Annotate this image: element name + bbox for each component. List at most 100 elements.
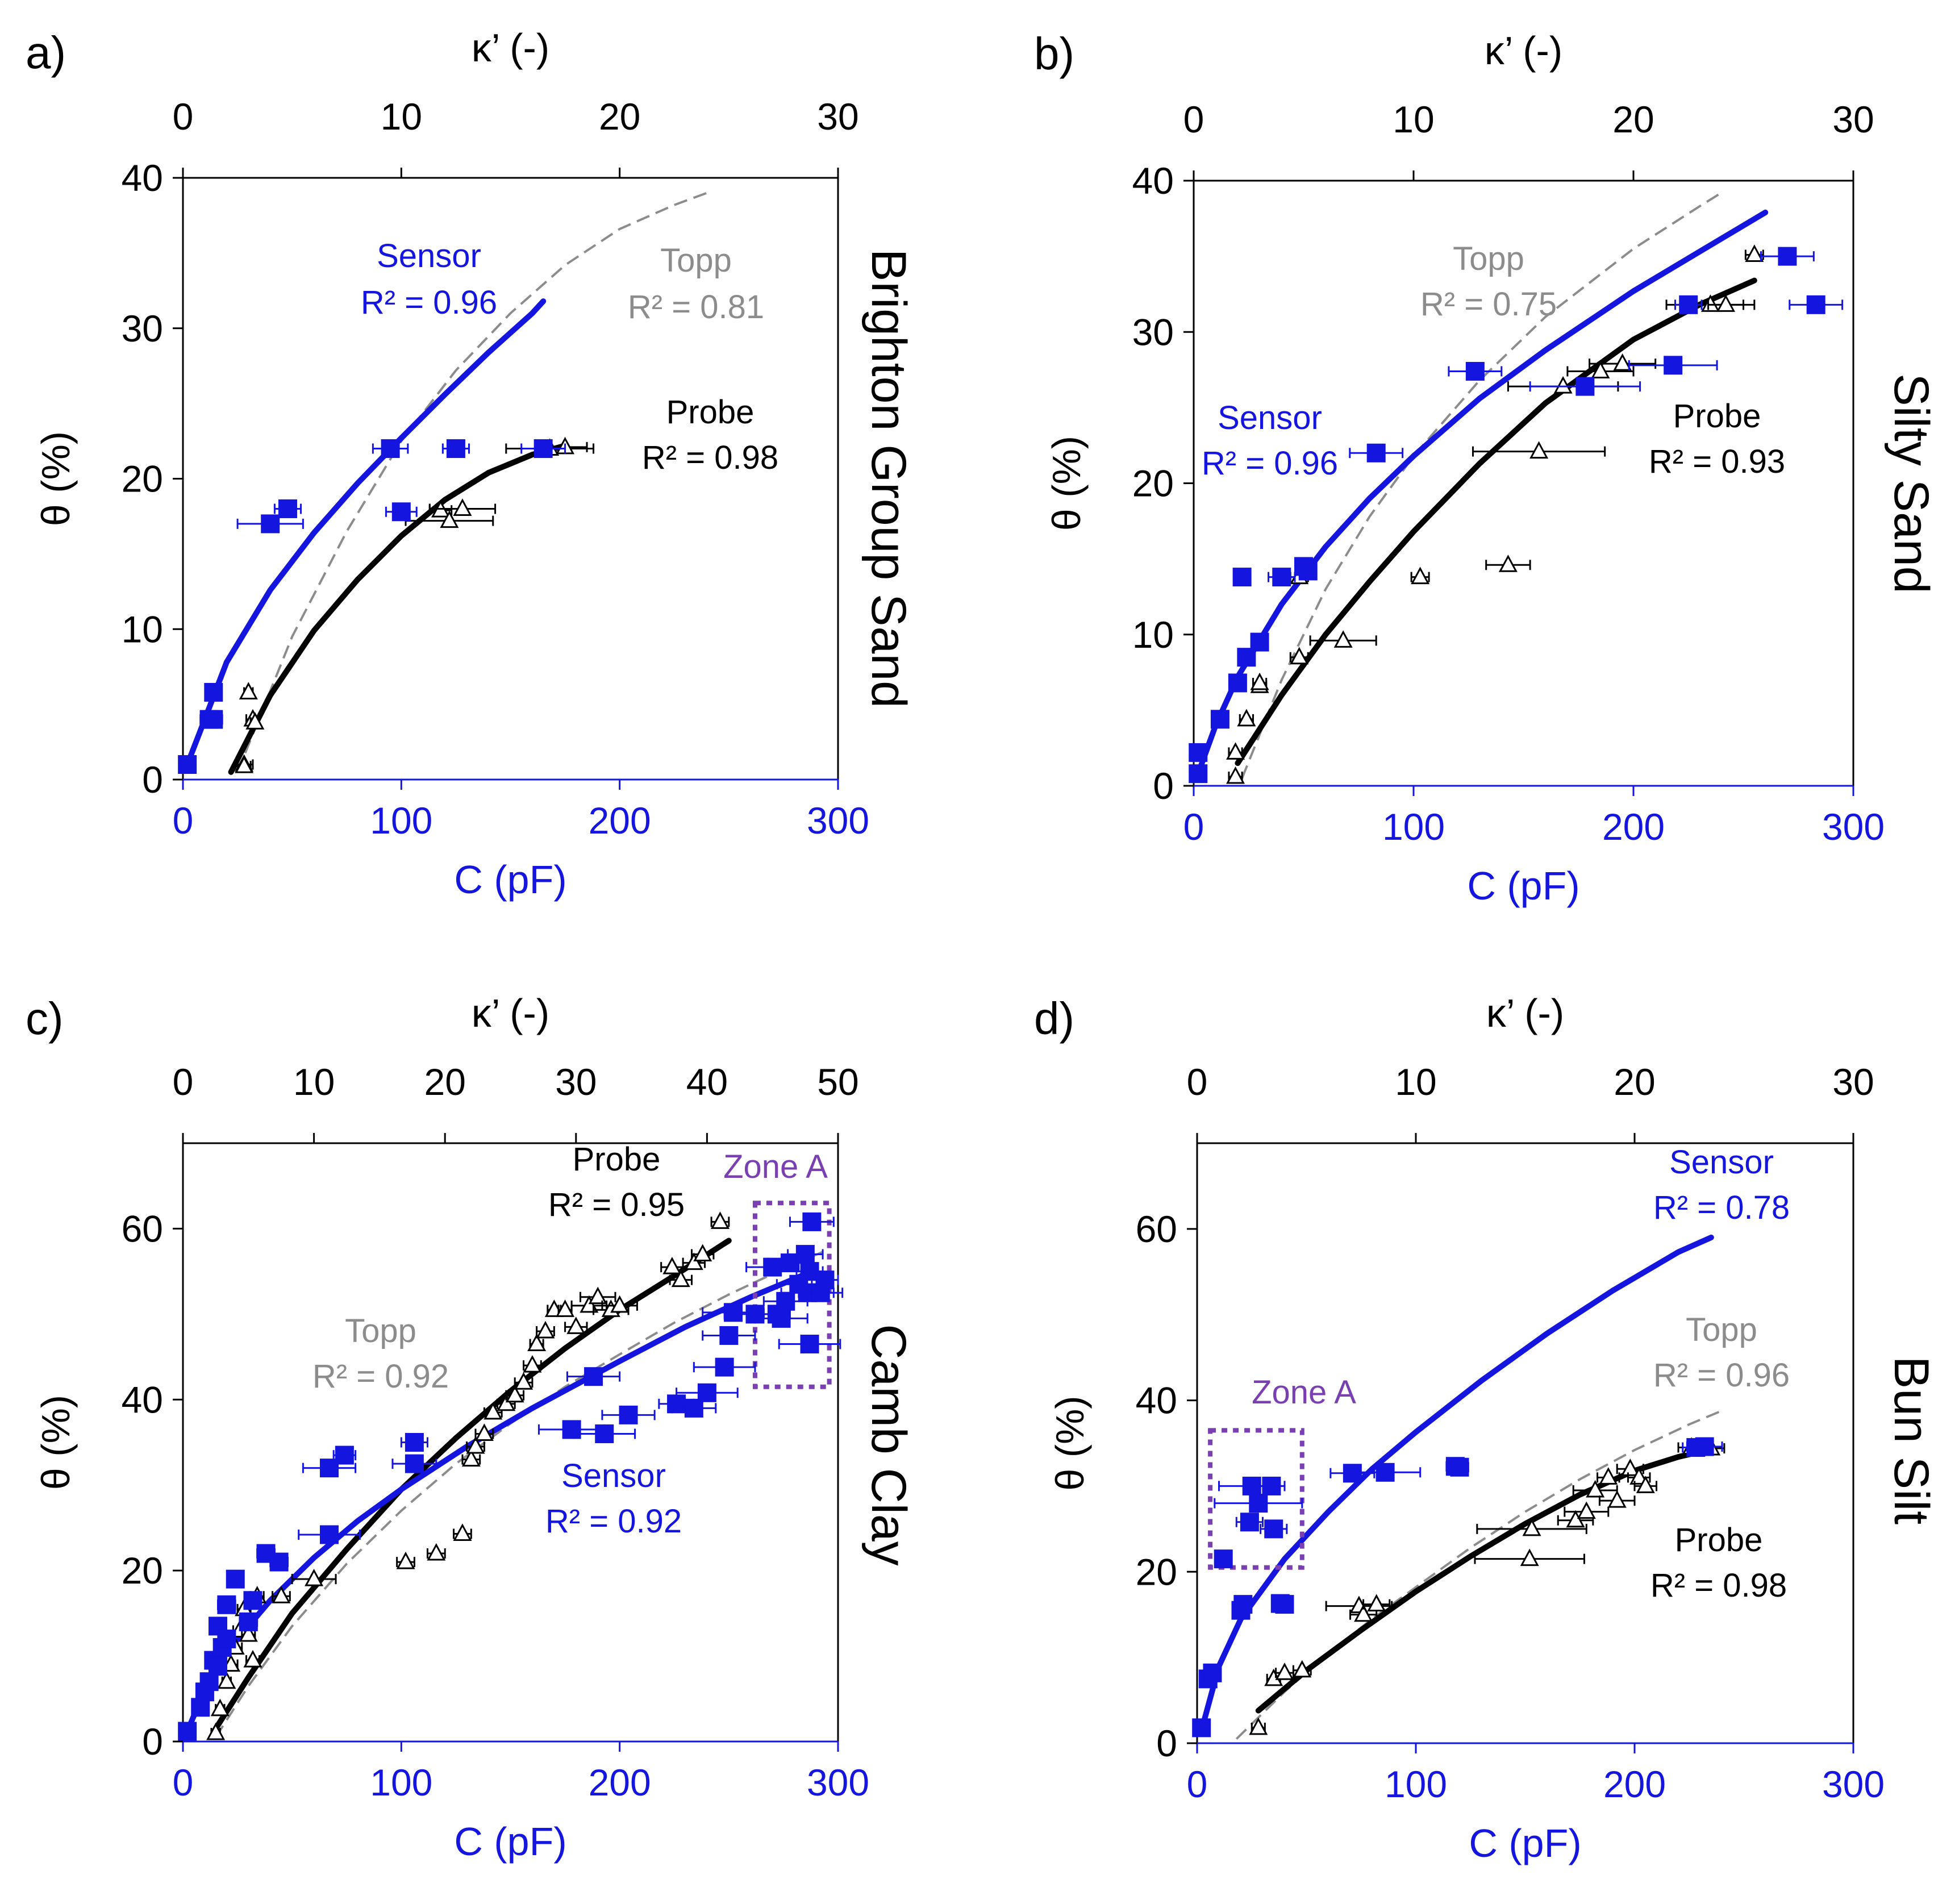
probe-point [239, 682, 258, 699]
probe-point [396, 1551, 415, 1569]
probe-point [1498, 555, 1518, 572]
y-tick-label: 20 [122, 1549, 163, 1591]
x-tick-label: 300 [1822, 1763, 1885, 1805]
probe-point [1293, 1660, 1312, 1678]
x2-tick-label: 30 [555, 1061, 597, 1103]
x-tick-label: 100 [1382, 806, 1445, 848]
y-axis-title: θ (%) [34, 431, 78, 526]
sensor-point [715, 1357, 734, 1377]
sensor-point [795, 1245, 815, 1264]
x-tick-label: 100 [1385, 1763, 1447, 1805]
x-tick-label: 100 [370, 799, 432, 841]
probe-point [1333, 630, 1353, 648]
x2-axis-title: κ’ (-) [472, 991, 549, 1035]
sensor-point [381, 439, 400, 459]
probe-point [566, 1316, 586, 1334]
sensor-point [1228, 673, 1247, 693]
sensor-point [724, 1303, 743, 1322]
sensor-point [1272, 568, 1291, 587]
sensor-label: Sensor [1669, 1144, 1774, 1181]
sensor-point [204, 682, 223, 702]
probe-point [466, 1436, 485, 1454]
probe-point [1577, 1501, 1596, 1519]
y-axis-title: θ (%) [1048, 1395, 1092, 1490]
y-tick-label: 0 [1153, 765, 1174, 807]
probe-fit-curve [1255, 1446, 1714, 1714]
x-tick-label: 0 [173, 1761, 194, 1803]
sensor-r2-label: R² = 0.96 [361, 284, 497, 321]
probe-point [1586, 1480, 1605, 1498]
sensor-point [619, 1405, 638, 1424]
probe-point [1629, 1467, 1649, 1485]
probe-point [1249, 1717, 1268, 1735]
sensor-point [1192, 1718, 1211, 1738]
probe-fit-curve [1235, 277, 1757, 766]
x-tick-label: 200 [1603, 1763, 1666, 1805]
y-tick-label: 30 [1132, 311, 1174, 353]
sensor-point [320, 1525, 339, 1544]
x2-tick-label: 30 [1832, 1061, 1874, 1103]
probe-r2-label: R² = 0.95 [548, 1186, 685, 1223]
sensor-point [217, 1629, 236, 1648]
y-tick-label: 20 [1136, 1551, 1177, 1593]
probe-point [1613, 353, 1632, 371]
x-axis-title: C (pF) [454, 857, 566, 902]
probe-point [610, 1295, 630, 1313]
x-tick-label: 300 [1822, 806, 1885, 848]
x-tick-label: 300 [807, 1761, 869, 1803]
probe-label: Probe [1673, 398, 1761, 435]
topp-r2-label: R² = 0.81 [628, 289, 764, 326]
sensor-point [204, 710, 223, 729]
topp-fit-curve [1235, 1409, 1723, 1740]
probe-fit-curve [228, 443, 568, 775]
x2-tick-label: 40 [686, 1061, 728, 1103]
y-tick-label: 40 [1136, 1380, 1177, 1422]
sensor-point [1189, 764, 1208, 784]
probe-label: Probe [1675, 1522, 1763, 1559]
sensor-point [226, 1569, 245, 1589]
x2-tick-label: 20 [1614, 1061, 1655, 1103]
probe-point [1354, 1604, 1373, 1622]
x2-tick-label: 20 [1612, 98, 1654, 140]
sensor-point [1376, 1463, 1395, 1482]
topp-r2-label: R² = 0.96 [1653, 1357, 1790, 1394]
sensor-point [1264, 1519, 1283, 1539]
panel-letter: c) [26, 993, 64, 1044]
probe-point [1237, 709, 1256, 727]
sensor-point [261, 514, 280, 534]
sensor-point [208, 1657, 227, 1676]
probe-point [497, 1393, 516, 1411]
probe-point [206, 1722, 226, 1740]
sensor-point [763, 1257, 782, 1277]
x2-axis-title: κ’ (-) [472, 26, 549, 70]
sensor-point [562, 1420, 581, 1439]
probe-point [1529, 441, 1549, 459]
topp-fit-curve [1241, 191, 1722, 779]
x-tick-label: 0 [1183, 806, 1204, 848]
x-axis-title: C (pF) [454, 1819, 566, 1864]
sensor-point [595, 1424, 614, 1443]
probe-point [1275, 1663, 1294, 1680]
probe-r2-label: R² = 0.98 [642, 439, 778, 476]
y-tick-label: 60 [1136, 1208, 1177, 1250]
sensor-point [1450, 1457, 1469, 1477]
probe-r2-label: R² = 0.93 [1649, 443, 1785, 480]
x2-tick-label: 30 [1832, 98, 1874, 140]
y-tick-label: 60 [122, 1207, 163, 1249]
sensor-point [243, 1591, 262, 1610]
sensor-point [584, 1367, 603, 1386]
sensor-label: Sensor [377, 238, 481, 274]
probe-point [588, 1286, 607, 1305]
y-tick-label: 0 [1156, 1722, 1177, 1764]
probe-point [427, 1543, 446, 1561]
sensor-point [533, 439, 553, 459]
y-tick-label: 10 [122, 608, 163, 650]
sensor-point [405, 1454, 424, 1473]
x-axis-title: C (pF) [1467, 864, 1579, 908]
x2-tick-label: 0 [173, 1061, 194, 1103]
sensor-point [697, 1383, 716, 1402]
x-tick-label: 0 [173, 799, 194, 841]
